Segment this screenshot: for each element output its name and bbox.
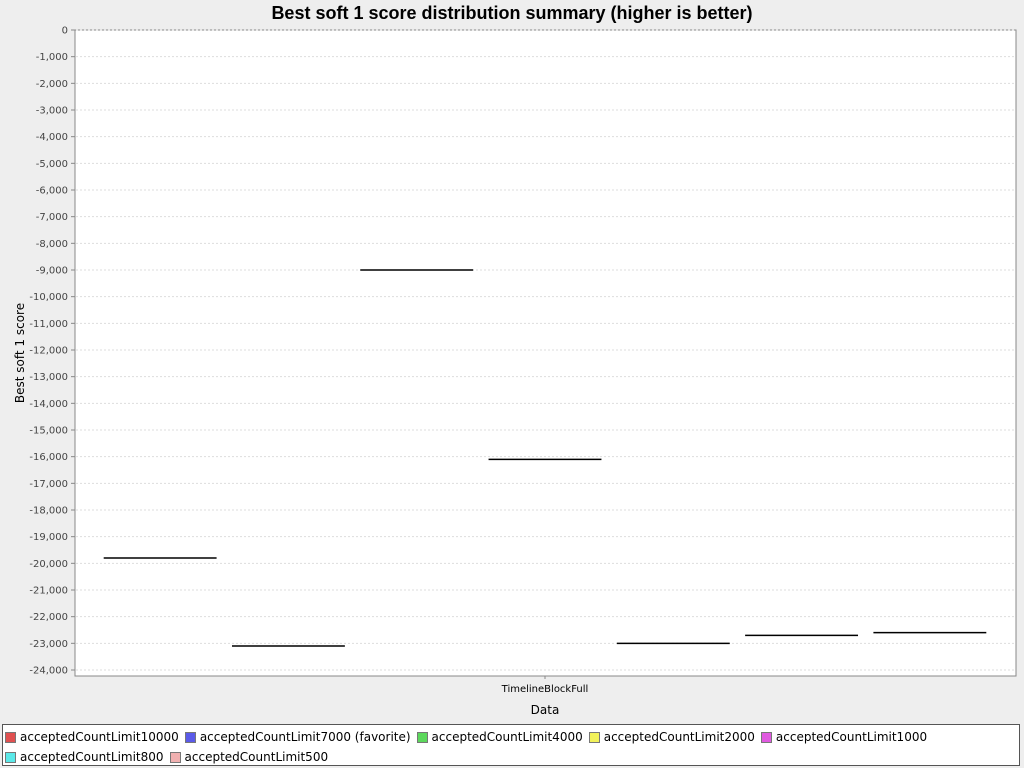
legend-swatch [5, 751, 16, 763]
legend-item: acceptedCountLimit4000 [416, 727, 583, 747]
y-tick-label: -13,000 [29, 372, 68, 383]
legend-label: acceptedCountLimit2000 [603, 730, 755, 744]
legend-swatch [760, 731, 772, 743]
legend-label: acceptedCountLimit10000 [20, 730, 179, 744]
gridlines [76, 29, 1015, 671]
series-marks [103, 269, 987, 647]
legend-swatch [169, 751, 181, 763]
y-tick-label: -11,000 [29, 319, 68, 330]
legend-item: acceptedCountLimit2000 [588, 727, 755, 747]
y-tick-label: -7,000 [36, 212, 68, 223]
y-tick-label: -4,000 [36, 132, 68, 143]
legend-label: acceptedCountLimit4000 [431, 730, 583, 744]
legend-item: acceptedCountLimit10000 [5, 727, 179, 747]
y-tick-label: -24,000 [29, 666, 68, 677]
legend-swatch [588, 731, 600, 743]
y-tick-label: -9,000 [36, 266, 68, 277]
y-tick-label: 0 [62, 26, 68, 37]
y-tick-label: -23,000 [29, 639, 68, 650]
y-axis-ticks: 0 -1,000 -2,000 -3,000 -4,000 -5,000 -6,000 -7,… [29, 26, 546, 679]
legend-item: acceptedCountLimit800 [5, 747, 164, 767]
y-axis-label: Best soft 1 score [13, 303, 27, 403]
x-axis-label: Data [531, 703, 560, 717]
y-tick-label: -19,000 [29, 532, 68, 543]
plot-area [74, 29, 1017, 677]
y-tick-label: -20,000 [29, 559, 68, 570]
y-tick-label: -16,000 [29, 452, 68, 463]
legend-label: acceptedCountLimit1000 [775, 730, 928, 744]
legend-swatch [5, 731, 16, 743]
y-tick-label: -22,000 [29, 612, 68, 623]
y-tick-label: -8,000 [36, 239, 68, 250]
legend-item: acceptedCountLimit1000 [760, 727, 928, 747]
legend-label: acceptedCountLimit800 [20, 750, 164, 764]
y-tick-label: -14,000 [29, 399, 68, 410]
legend-item: acceptedCountLimit7000 (favorite) [184, 727, 411, 747]
y-tick-label: -1,000 [36, 52, 68, 63]
legend: acceptedCountLimit10000 acceptedCountLimi… [2, 724, 1020, 766]
y-tick-label: -6,000 [36, 186, 68, 197]
y-tick-label: -12,000 [29, 346, 68, 357]
legend-item: acceptedCountLimit500 [169, 747, 329, 767]
y-tick-label: -18,000 [29, 506, 68, 517]
y-tick-label: -10,000 [29, 292, 68, 303]
y-tick-label: -3,000 [36, 106, 68, 117]
chart-title: Best soft 1 score distribution summary (… [271, 3, 752, 23]
legend-swatch [184, 731, 196, 743]
y-tick-label: -17,000 [29, 479, 68, 490]
y-tick-label: -21,000 [29, 586, 68, 597]
x-category-label: TimelineBlockFull [501, 684, 589, 695]
y-tick-label: -2,000 [36, 79, 68, 90]
y-tick-label: -5,000 [36, 159, 68, 170]
legend-swatch [416, 731, 428, 743]
legend-label: acceptedCountLimit500 [184, 750, 329, 764]
legend-label: acceptedCountLimit7000 (favorite) [199, 730, 411, 744]
chart: Best soft 1 score distribution summary (… [13, 3, 1017, 717]
y-tick-label: -15,000 [29, 426, 68, 437]
